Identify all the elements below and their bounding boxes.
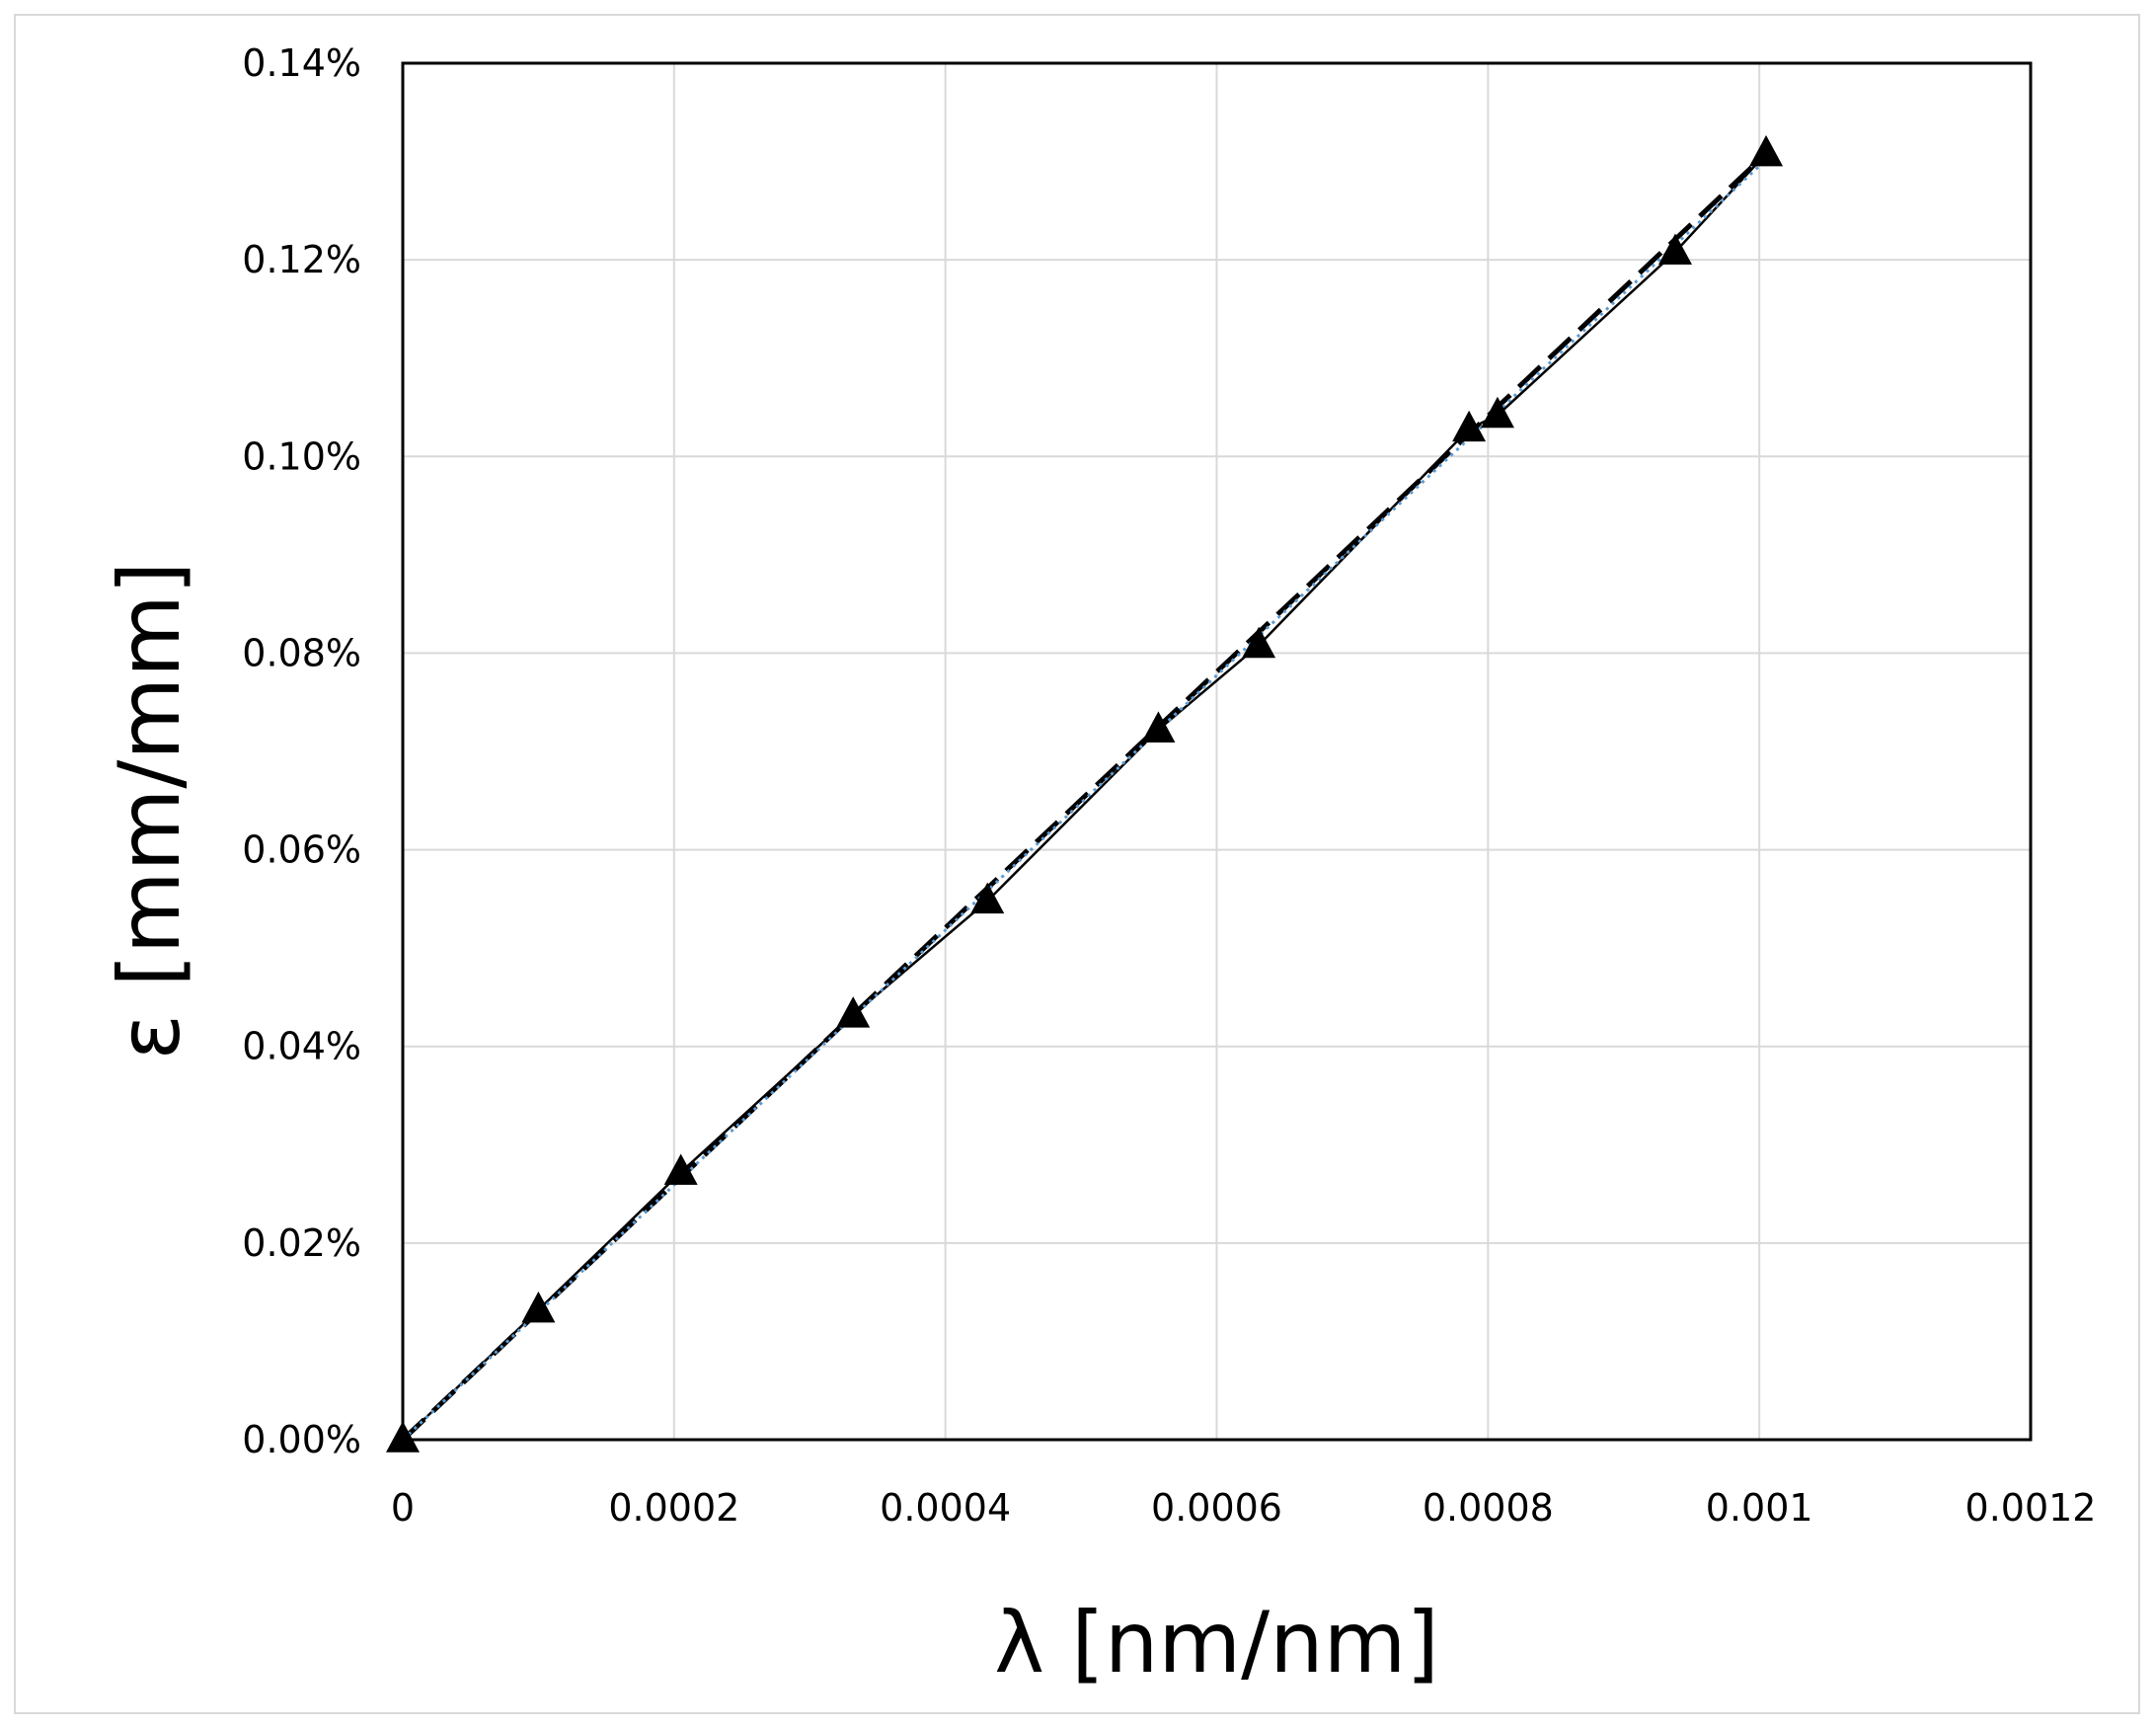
y-tick-label: 0.02% xyxy=(242,1221,361,1265)
data-point-triangle xyxy=(1480,396,1514,429)
series-line-dotted-line xyxy=(401,158,1768,1442)
data-point-triangle xyxy=(663,1153,698,1185)
data-point-triangle xyxy=(836,996,871,1028)
data-point-triangle xyxy=(1141,711,1176,743)
series-lines xyxy=(401,151,1768,1442)
tick-labels: 0 0.0002 0.0004 0.0006 0.0008 0.001 0.0012 0.00… xyxy=(242,41,2096,1530)
x-tick-label: 0.001 xyxy=(1706,1486,1813,1530)
strain-chart: 0 0.0002 0.0004 0.0006 0.0008 0.001 0.0012 0.00… xyxy=(101,41,2096,1692)
y-tick-label: 0.14% xyxy=(242,41,361,85)
x-tick-label: 0.0008 xyxy=(1423,1486,1554,1530)
x-tick-label: 0.0004 xyxy=(880,1486,1011,1530)
y-tick-label: 0.06% xyxy=(242,828,361,872)
grid-lines xyxy=(403,63,2031,1440)
chart-frame: 0 0.0002 0.0004 0.0006 0.0008 0.001 0.0012 0.00… xyxy=(14,14,2140,1714)
data-point-triangle xyxy=(1242,626,1276,659)
y-tick-label: 0.04% xyxy=(242,1025,361,1068)
y-axis-label: ε [mm/mm] xyxy=(101,562,199,1061)
y-tick-label: 0.10% xyxy=(242,434,361,478)
y-tick-label: 0.08% xyxy=(242,631,361,674)
x-tick-label: 0 xyxy=(391,1486,415,1530)
data-point-triangle xyxy=(1657,233,1692,265)
series-line-dashed-line xyxy=(401,151,1768,1442)
data-point-triangle xyxy=(1749,134,1784,167)
x-axis-label: λ [nm/nm] xyxy=(994,1594,1439,1692)
x-tick-label: 0.0012 xyxy=(1965,1486,2097,1530)
x-tick-label: 0.0002 xyxy=(608,1486,739,1530)
y-tick-label: 0.00% xyxy=(242,1418,361,1461)
data-point-triangle xyxy=(1452,410,1487,442)
data-point-triangle xyxy=(970,882,1005,914)
x-tick-label: 0.0006 xyxy=(1151,1486,1282,1530)
y-tick-label: 0.12% xyxy=(242,238,361,281)
data-point-triangle xyxy=(521,1291,556,1323)
plot-area-border xyxy=(401,61,2033,1442)
